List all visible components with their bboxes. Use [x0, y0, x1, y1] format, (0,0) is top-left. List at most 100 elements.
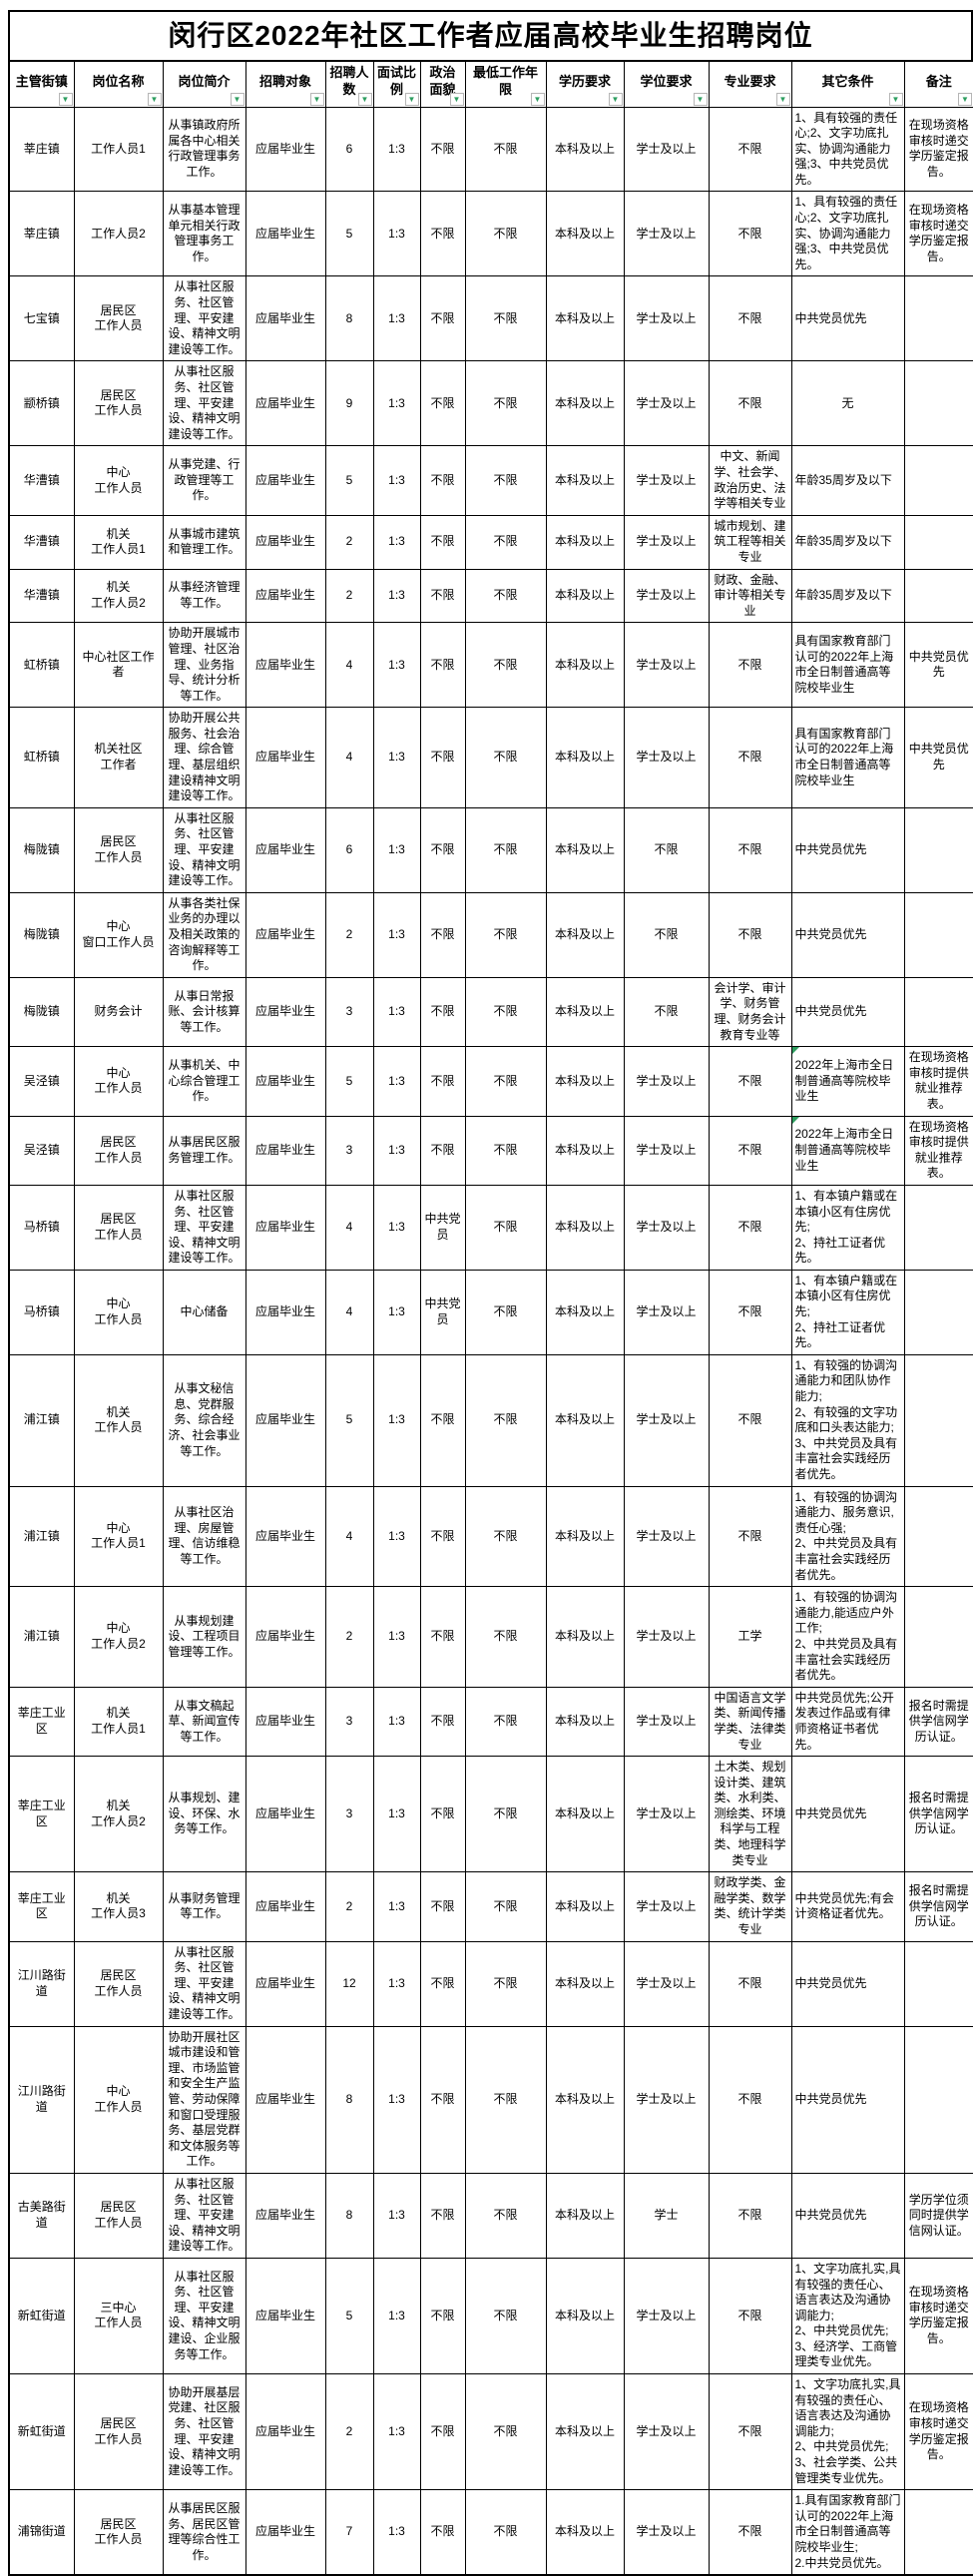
- cell-text: 本科及以上: [554, 2524, 615, 2539]
- cell-text: 华漕镇: [23, 588, 60, 603]
- cell-education: 本科及以上: [545, 622, 625, 709]
- filter-dropdown-icon[interactable]: ▼: [608, 92, 623, 106]
- cell-text: 财务会计: [94, 1004, 143, 1019]
- cell-degree: 学士及以上: [623, 2257, 710, 2375]
- cell-political: 不限: [419, 1686, 466, 1758]
- cell-text: 1:3: [388, 395, 405, 410]
- cell-education: 本科及以上: [545, 106, 625, 193]
- cell-text: 学士及以上: [636, 141, 697, 156]
- cell-political: 中共党员: [419, 1269, 466, 1355]
- cell-text: 学士及以上: [636, 1304, 697, 1319]
- cell-count: 2: [324, 1586, 374, 1688]
- cell-remark: 在现场资格审核时提供就业推荐表。: [903, 1115, 973, 1186]
- cell-text: 应届毕业生: [254, 1898, 315, 1913]
- filter-dropdown-icon[interactable]: ▼: [230, 92, 244, 106]
- cell-ratio: 1:3: [372, 707, 421, 808]
- cell-text: 本科及以上: [554, 750, 615, 765]
- filter-dropdown-icon[interactable]: ▼: [449, 92, 464, 106]
- cell-other: 中共党员优先: [790, 275, 905, 362]
- cell-ratio: 1:3: [372, 1871, 421, 1942]
- cell-town: 浦锦街道: [8, 2489, 75, 2576]
- cell-text: 不限: [430, 1629, 455, 1644]
- filter-dropdown-icon[interactable]: ▼: [888, 92, 903, 106]
- cell-text: 不限: [493, 1528, 518, 1543]
- cell-text: 不限: [737, 1304, 762, 1319]
- cell-position: 机关社区 工作者: [73, 707, 164, 808]
- cell-text: 财政、金融、审计等相关专业: [714, 572, 786, 618]
- filter-dropdown-icon[interactable]: ▼: [958, 92, 972, 106]
- cell-text: 不限: [430, 2091, 455, 2106]
- cell-years: 不限: [464, 1686, 547, 1758]
- cell-political: 不限: [419, 1353, 466, 1487]
- cell-text: 不限: [493, 2091, 518, 2106]
- cell-education: 本科及以上: [545, 191, 625, 277]
- cell-degree: 学士及以上: [623, 2373, 710, 2491]
- cell-count: 8: [324, 275, 374, 362]
- filter-dropdown-icon[interactable]: ▼: [693, 92, 708, 106]
- cell-major: 不限: [708, 1353, 792, 1487]
- cell-years: 不限: [464, 1353, 547, 1487]
- cell-text: 不限: [430, 2308, 455, 2322]
- cell-text: 2: [345, 927, 353, 941]
- cell-text: 不限: [430, 2524, 455, 2539]
- cell-count: 8: [324, 2172, 374, 2259]
- cell-major: 不限: [708, 1046, 792, 1117]
- filter-dropdown-icon[interactable]: ▼: [530, 92, 545, 106]
- cell-text: 从事社区服务、社区管理、平安建设、精神文明建设等工作。: [168, 279, 241, 356]
- cell-text: 学士及以上: [636, 1412, 697, 1427]
- table-row: 梅陇镇 居民区 工作人员 从事社区服务、社区管理、平安建设、精神文明建设等工作。 应届…: [8, 806, 973, 893]
- filter-dropdown-icon[interactable]: ▼: [404, 92, 419, 106]
- cell-desc: 从事规划建设、工程项目管理等工作。: [162, 1586, 246, 1688]
- cell-remark: [903, 2489, 973, 2576]
- cell-degree: 学士及以上: [623, 707, 710, 808]
- cell-text: 不限: [493, 2208, 518, 2223]
- cell-ratio: 1:3: [372, 106, 421, 193]
- cell-other: 1、有较强的协调沟通能力、服务意识,责任心强; 2、中共党员及具有丰富社会实践经…: [790, 1485, 905, 1588]
- filter-dropdown-icon[interactable]: ▼: [775, 92, 790, 106]
- cell-text: 中共党员优先: [794, 310, 867, 325]
- cell-education: 本科及以上: [545, 1756, 625, 1873]
- cell-political: 不限: [419, 1046, 466, 1117]
- cell-text: 梅陇镇: [23, 842, 60, 857]
- cell-target: 应届毕业生: [244, 2373, 326, 2491]
- cell-text: 中共党员: [424, 1296, 461, 1326]
- column-header-label: 岗位名称: [92, 73, 145, 89]
- cell-text: 2: [345, 1898, 353, 1913]
- cell-text: 从事镇政府所属各中心相关行政管理事务工作。: [168, 118, 241, 180]
- table-row: 虹桥镇 机关社区 工作者 协助开展公共服务、社会治理、综合管理、基层组织建设精神文明…: [8, 707, 973, 808]
- cell-years: 不限: [464, 275, 547, 362]
- cell-text: 应届毕业生: [254, 588, 315, 603]
- cell-target: 应届毕业生: [244, 1046, 326, 1117]
- cell-town: 莘庄工业区: [8, 1756, 75, 1873]
- cell-degree: 学士及以上: [623, 2025, 710, 2174]
- cell-other: 中共党员优先;公开发表过作品或有律师资格证书者优先。: [790, 1686, 905, 1758]
- filter-dropdown-icon[interactable]: ▼: [147, 92, 162, 106]
- cell-ratio: 1:3: [372, 514, 421, 570]
- cell-years: 不限: [464, 1586, 547, 1688]
- cell-text: 不限: [737, 2524, 762, 2539]
- filter-dropdown-icon[interactable]: ▼: [309, 92, 324, 106]
- cell-text: 浦江镇: [23, 1528, 60, 1543]
- cell-text: 本科及以上: [554, 2208, 615, 2223]
- cell-text: 从事居民区服务、居民区管理等综合性工作。: [168, 2501, 241, 2562]
- filter-dropdown-icon[interactable]: ▼: [357, 92, 372, 106]
- cell-count: 6: [324, 106, 374, 193]
- table-row: 古美路街道 居民区 工作人员 从事社区服务、社区管理、平安建设、精神文明建设等工作。…: [8, 2172, 973, 2259]
- cell-political: 不限: [419, 1940, 466, 2027]
- cell-text: 不限: [737, 141, 762, 156]
- cell-town: 莘庄镇: [8, 106, 75, 193]
- comment-marker-icon: [792, 1117, 799, 1124]
- cell-text: 马桥镇: [23, 1304, 60, 1319]
- table-row: 七宝镇 居民区 工作人员 从事社区服务、社区管理、平安建设、精神文明建设等工作。 应届…: [8, 275, 973, 362]
- cell-other: 年龄35周岁及以下: [790, 568, 905, 624]
- filter-dropdown-icon[interactable]: ▼: [58, 92, 73, 106]
- cell-target: 应届毕业生: [244, 2257, 326, 2375]
- cell-remark: 学历学位须同时提供学信网认证。: [903, 2172, 973, 2259]
- cell-text: 从事规划建设、工程项目管理等工作。: [168, 1613, 241, 1659]
- cell-major: 财政、金融、审计等相关专业: [708, 568, 792, 624]
- cell-text: 颛桥镇: [23, 395, 60, 410]
- cell-text: 莘庄工业区: [17, 1706, 66, 1736]
- cell-political: 不限: [419, 2373, 466, 2491]
- cell-text: 4: [345, 1304, 353, 1319]
- cell-degree: 学士及以上: [623, 275, 710, 362]
